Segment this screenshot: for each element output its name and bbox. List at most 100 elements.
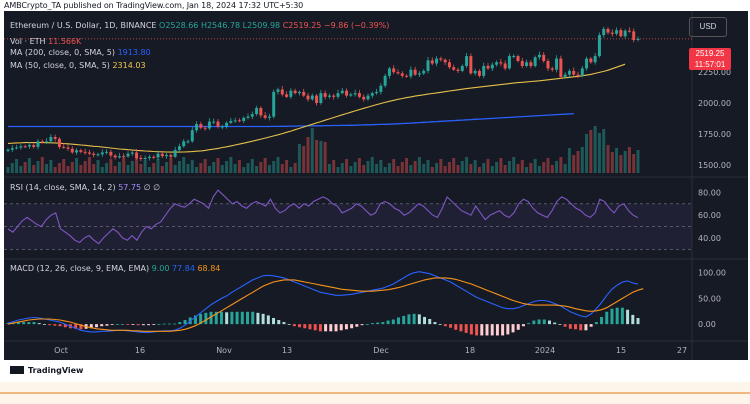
macd-histogram-bar	[79, 324, 83, 330]
macd-signal-line	[7, 277, 644, 332]
ma200-label[interactable]: MA (200, close, 0, SMA, 5)	[10, 48, 116, 57]
macd-histogram-bar	[308, 324, 312, 330]
volume-bar	[482, 163, 486, 173]
volume-bar	[349, 166, 353, 173]
candle	[499, 62, 503, 64]
volume-bar	[229, 157, 233, 173]
macd-histogram-bar	[376, 322, 380, 325]
candle	[615, 30, 619, 34]
volume-bar	[550, 165, 554, 173]
volume-legend: Vol · ETH 11.566K	[10, 37, 81, 47]
candle	[357, 93, 361, 97]
macd-histogram-bar	[219, 311, 223, 325]
volume-bar	[186, 164, 190, 173]
volume-bar	[529, 163, 533, 173]
volume-bar	[126, 165, 130, 173]
candle	[417, 73, 421, 75]
volume-label[interactable]: Vol · ETH	[10, 37, 46, 46]
candle	[40, 141, 44, 143]
candle	[139, 158, 143, 160]
macd-histogram-bar	[527, 323, 531, 325]
macd-histogram-bar	[193, 315, 197, 325]
candle	[27, 145, 31, 147]
candle	[327, 95, 331, 97]
volume-bar	[139, 164, 143, 173]
volume-bar	[490, 166, 494, 173]
time-tick: 2024	[535, 346, 555, 355]
volume-bar	[152, 163, 156, 173]
volume-bar	[345, 159, 349, 173]
macd-histogram-bar	[423, 316, 427, 325]
volume-bar	[216, 158, 220, 173]
macd-histogram-bar	[490, 324, 494, 336]
macd-histogram-bar	[209, 311, 213, 325]
symbol-legend: Ethereum / U.S. Dollar, 1D, BINANCE O252…	[10, 21, 389, 31]
macd-histogram-bar	[121, 324, 125, 325]
candle	[589, 58, 593, 63]
volume-bar	[327, 164, 331, 173]
volume-value: 11.566K	[48, 37, 82, 46]
volume-bar	[263, 158, 267, 173]
volume-bar	[366, 161, 370, 173]
macd-histogram-bar	[495, 324, 499, 336]
volume-bar	[246, 163, 250, 173]
candle	[375, 91, 379, 94]
candle	[182, 141, 186, 147]
volume-bar	[499, 158, 503, 173]
volume-bar	[27, 158, 31, 173]
candle	[263, 115, 267, 118]
volume-bar	[606, 145, 610, 173]
macd-label[interactable]: MACD (12, 26, close, 9, EMA, EMA)	[10, 264, 150, 273]
trading-chart[interactable]: 2250.00 2000.00 1750.00 1500.00 80.00 60.00 40…	[4, 11, 748, 360]
candle	[319, 93, 323, 104]
macd-histogram-bar	[339, 324, 343, 331]
macd-histogram-bar	[438, 324, 442, 325]
volume-bar	[79, 165, 83, 173]
macd-histogram-bar	[443, 324, 447, 327]
candle	[113, 155, 117, 158]
candle	[66, 147, 70, 149]
macd-histogram-bar	[469, 324, 473, 335]
currency-button[interactable]: USD	[689, 17, 727, 37]
candle	[610, 32, 614, 34]
candle	[169, 154, 173, 157]
candle	[443, 59, 447, 63]
macd-histogram-bar	[636, 318, 640, 325]
macd-hist-value: 9.00	[151, 264, 170, 273]
candle	[473, 70, 477, 74]
macd-histogram-bar	[610, 308, 614, 325]
macd-histogram-bar	[282, 322, 286, 325]
candle	[563, 74, 567, 78]
candle	[593, 56, 597, 63]
candle	[606, 28, 610, 33]
volume-bar	[465, 157, 469, 173]
volume-bar	[332, 160, 336, 173]
rsi-tick: 80.00	[698, 188, 721, 197]
symbol-label[interactable]: Ethereum / U.S. Dollar, 1D, BINANCE	[10, 21, 157, 30]
candle	[585, 58, 589, 69]
macd-histogram-bar	[100, 324, 104, 327]
macd-histogram-bar	[521, 324, 525, 327]
volume-bar	[276, 157, 280, 173]
candle	[576, 74, 580, 76]
candle	[512, 56, 516, 58]
tradingview-logo[interactable]: TradingView	[10, 366, 83, 375]
macd-histogram-bar	[516, 324, 520, 330]
volume-bar	[533, 159, 537, 173]
candle	[550, 68, 554, 70]
macd-histogram-bar	[95, 324, 99, 328]
volume-bar	[580, 147, 584, 173]
macd-histogram-bar	[464, 324, 468, 333]
volume-bar	[135, 157, 139, 173]
volume-bar	[567, 148, 571, 173]
rsi-label[interactable]: RSI (14, close, SMA, 14, 2)	[10, 183, 116, 192]
candle	[109, 151, 113, 156]
last-price: 2519.25	[695, 49, 725, 58]
candle	[289, 90, 293, 97]
ma50-label[interactable]: MA (50, close, 0, SMA, 5)	[10, 61, 110, 70]
candle	[242, 117, 246, 121]
macd-tick: 0.00	[698, 320, 716, 329]
macd-histogram-bar	[605, 311, 609, 325]
volume-bar	[593, 126, 597, 173]
volume-bar	[272, 161, 276, 173]
